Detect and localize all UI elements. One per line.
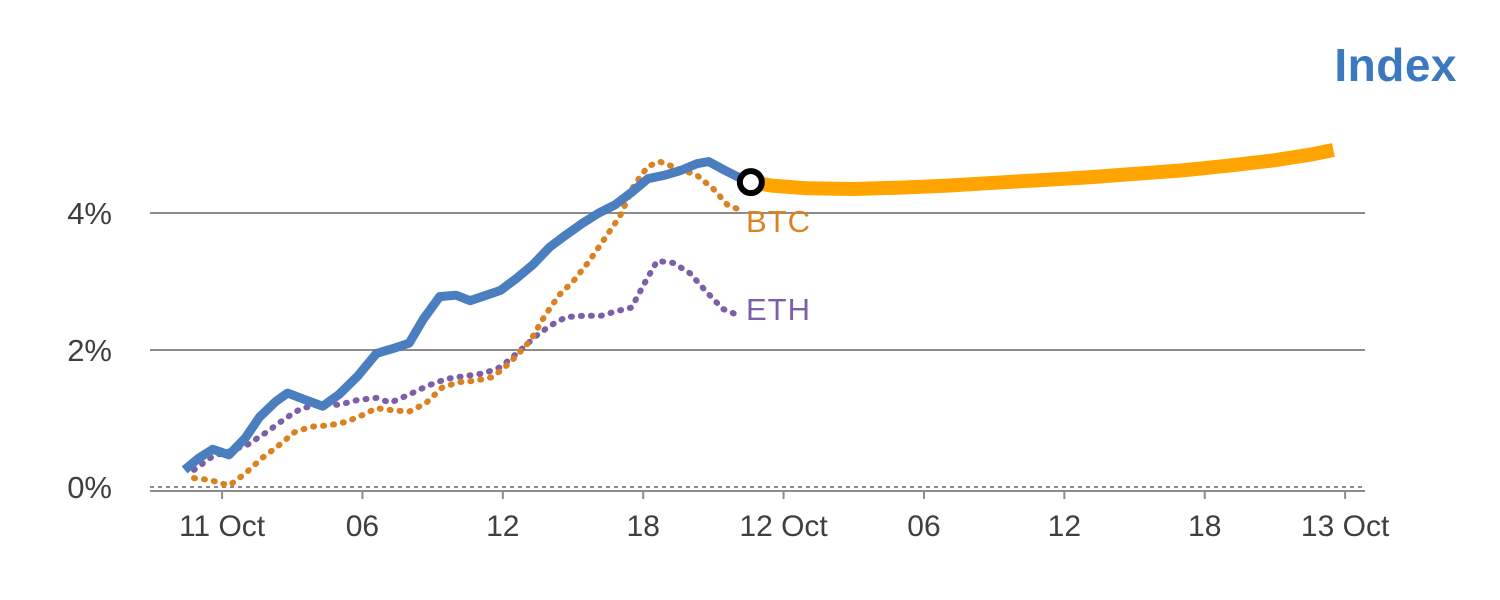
x-tick-label: 12: [486, 510, 519, 543]
series-line-index-projection: [749, 143, 1335, 196]
x-tick-label: 18: [1188, 510, 1221, 543]
x-tick-label: 06: [907, 510, 940, 543]
x-tick-label: 12 Oct: [739, 510, 828, 543]
chart-title: Index: [1334, 39, 1457, 91]
x-tick-label: 11 Oct: [179, 510, 266, 543]
eth-series-label: ETH: [746, 292, 811, 327]
y-tick-label: 0%: [67, 470, 112, 505]
y-tick-label: 2%: [67, 333, 112, 368]
y-tick-label: 4%: [67, 196, 112, 231]
x-tick-label: 13 Oct: [1301, 510, 1390, 543]
series-line-btc: [191, 158, 743, 489]
x-tick-label: 06: [346, 510, 379, 543]
series-line-eth: [191, 257, 743, 473]
btc-series-label: BTC: [746, 204, 811, 239]
current-value-marker: [736, 168, 765, 197]
series-line-index: [181, 157, 753, 474]
x-tick-label: 12: [1048, 510, 1081, 543]
x-tick-label: 18: [627, 510, 660, 543]
